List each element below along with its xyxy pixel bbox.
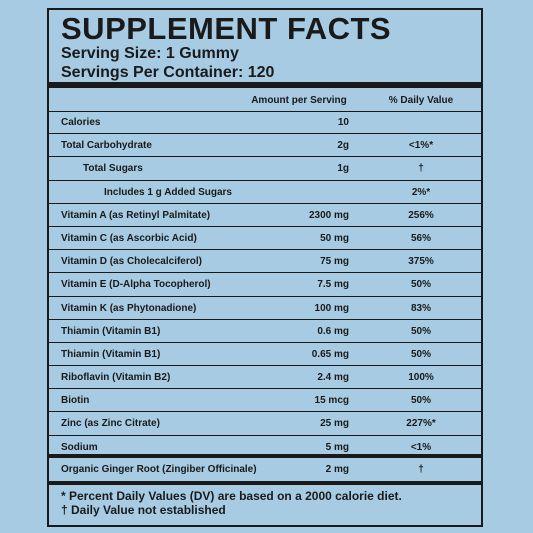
nutrient-amount: 2.4 mg <box>317 372 349 384</box>
table-row: Total Sugars 1g † <box>49 157 481 181</box>
nutrient-name: Thiamin (Vitamin B1) <box>61 325 161 337</box>
nutrient-amount: 5 mg <box>325 441 349 453</box>
nutrient-name: Vitamin A (as Retinyl Palmitate) <box>61 209 211 221</box>
nutrient-name: Includes 1 g Added Sugars <box>104 186 232 198</box>
nutrient-dv: † <box>418 163 424 175</box>
table-row: Vitamin A (as Retinyl Palmitate) 2300 mg… <box>49 204 481 227</box>
table-row: Vitamin D (as Cholecalciferol) 75 mg 375… <box>49 250 481 274</box>
table-row: Thiamin (Vitamin B1) 0.6 mg 50% <box>49 320 481 343</box>
table-row: Total Carbohydrate 2g <1%* <box>49 134 481 158</box>
nutrient-dv: 50% <box>410 325 431 337</box>
table-row-ginger: Organic Ginger Root (Zingiber Officinale… <box>49 458 481 481</box>
nutrient-dv: 256% <box>408 209 434 221</box>
nutrient-dv: 50% <box>410 395 431 407</box>
nutrient-name: Riboflavin (Vitamin B2) <box>61 372 171 384</box>
nutrient-name: Vitamin K (as Phytonadione) <box>61 302 197 314</box>
nutrient-rows: Calories 10 Total Carbohydrate 2g <1%* T… <box>49 111 481 459</box>
nutrient-amount: 100 mg <box>314 302 349 314</box>
nutrient-dv: 100% <box>408 372 434 384</box>
nutrient-name: Organic Ginger Root (Zingiber Officinale… <box>61 464 257 475</box>
nutrient-name: Biotin <box>61 395 90 407</box>
panel-title: SUPPLEMENT FACTS <box>61 11 392 46</box>
nutrient-amount: 0.6 mg <box>317 325 349 337</box>
table-row: Thiamin (Vitamin B1) 0.65 mg 50% <box>49 343 481 367</box>
nutrient-amount: 50 mg <box>320 232 349 244</box>
table-row: Vitamin K (as Phytonadione) 100 mg 83% <box>49 297 481 320</box>
table-row: Vitamin C (as Ascorbic Acid) 50 mg 56% <box>49 227 481 251</box>
nutrient-dv: 227%* <box>406 418 436 430</box>
nutrient-dv: 375% <box>408 256 434 268</box>
nutrient-amount: 2 mg <box>325 464 349 475</box>
nutrient-dv: 2%* <box>411 186 431 198</box>
nutrient-amount: 75 mg <box>320 256 349 268</box>
nutrient-amount: 0.65 mg <box>311 348 349 360</box>
nutrient-dv: 50% <box>410 348 431 360</box>
table-row: Sodium 5 mg <1% <box>49 436 481 459</box>
nutrient-amount: 15 mcg <box>314 395 349 407</box>
serving-size: Serving Size: 1 Gummy <box>61 45 239 62</box>
nutrient-dv: † <box>418 464 424 475</box>
table-row: Biotin 15 mcg 50% <box>49 389 481 413</box>
footnote-dv: * Percent Daily Values (DV) are based on… <box>61 489 402 503</box>
divider-thick <box>49 481 481 485</box>
table-row: Riboflavin (Vitamin B2) 2.4 mg 100% <box>49 366 481 390</box>
footnote-not-established: † Daily Value not established <box>61 503 226 517</box>
supplement-facts-panel: SUPPLEMENT FACTS Serving Size: 1 Gummy S… <box>47 8 483 527</box>
nutrient-dv: <1%* <box>408 140 434 152</box>
nutrient-amount: 7.5 mg <box>317 279 349 291</box>
table-row: Zinc (as Zinc Citrate) 25 mg 227%* <box>49 412 481 436</box>
header-daily-value: % Daily Value <box>388 95 454 106</box>
nutrient-dv: <1% <box>410 441 432 453</box>
nutrient-name: Vitamin C (as Ascorbic Acid) <box>61 232 197 244</box>
nutrient-dv: 56% <box>410 232 431 244</box>
servings-per-container: Servings Per Container: 120 <box>61 64 275 81</box>
nutrient-name: Vitamin E (D-Alpha Tocopherol) <box>61 279 211 291</box>
nutrient-name: Total Sugars <box>83 163 143 175</box>
nutrient-dv: 50% <box>410 279 431 291</box>
nutrient-amount: 2300 mg <box>308 209 349 221</box>
nutrient-amount: 2g <box>337 140 349 152</box>
table-row: Vitamin E (D-Alpha Tocopherol) 7.5 mg 50… <box>49 273 481 297</box>
nutrient-amount: 25 mg <box>320 418 349 430</box>
table-row: Calories 10 <box>49 111 481 135</box>
nutrient-name: Vitamin D (as Cholecalciferol) <box>61 256 202 268</box>
table-row: Includes 1 g Added Sugars 2%* <box>49 181 481 204</box>
nutrient-name: Thiamin (Vitamin B1) <box>61 348 161 360</box>
nutrient-name: Calories <box>61 117 101 128</box>
nutrient-name: Sodium <box>61 441 98 453</box>
divider-thick <box>49 454 481 458</box>
header-amount: Amount per Serving <box>251 95 347 106</box>
nutrient-name: Total Carbohydrate <box>61 140 152 152</box>
nutrient-amount: 10 <box>337 117 349 128</box>
nutrient-amount: 1g <box>337 163 349 175</box>
divider-thick <box>49 82 481 88</box>
nutrient-dv: 83% <box>410 302 431 314</box>
table-header: Amount per Serving % Daily Value <box>49 89 481 112</box>
nutrient-name: Zinc (as Zinc Citrate) <box>61 418 160 430</box>
